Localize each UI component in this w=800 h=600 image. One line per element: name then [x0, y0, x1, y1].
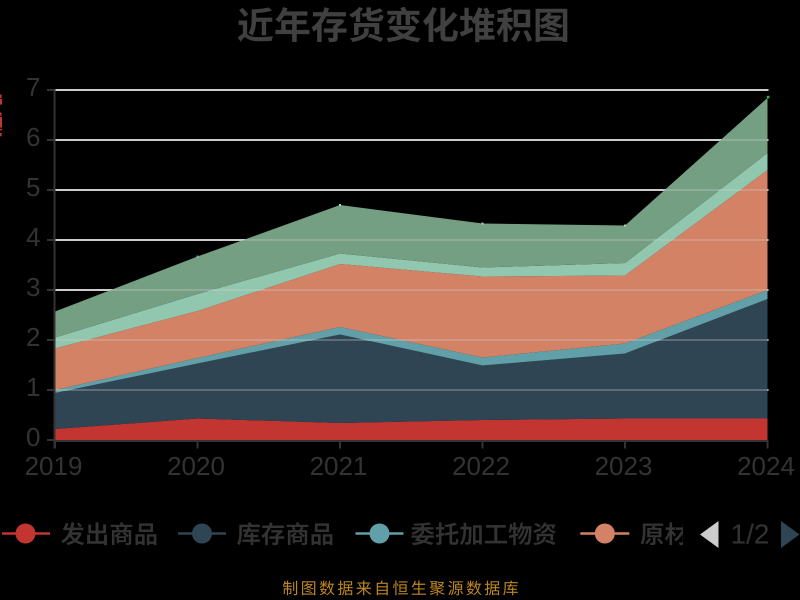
svg-text:3: 3 [26, 272, 40, 302]
svg-text:2023: 2023 [595, 451, 653, 481]
svg-text:2019: 2019 [25, 451, 83, 481]
svg-text:6: 6 [26, 122, 40, 152]
svg-text:1/2: 1/2 [731, 519, 770, 550]
svg-text:2020: 2020 [167, 451, 225, 481]
svg-text:2: 2 [26, 322, 40, 352]
svg-text:2022: 2022 [452, 451, 510, 481]
svg-text:7: 7 [26, 72, 40, 102]
svg-text:0: 0 [26, 422, 40, 452]
svg-text:4: 4 [26, 222, 40, 252]
svg-text:5: 5 [26, 172, 40, 202]
svg-text:2021: 2021 [310, 451, 368, 481]
svg-text:2024: 2024 [737, 451, 795, 481]
svg-text:1: 1 [26, 372, 40, 402]
